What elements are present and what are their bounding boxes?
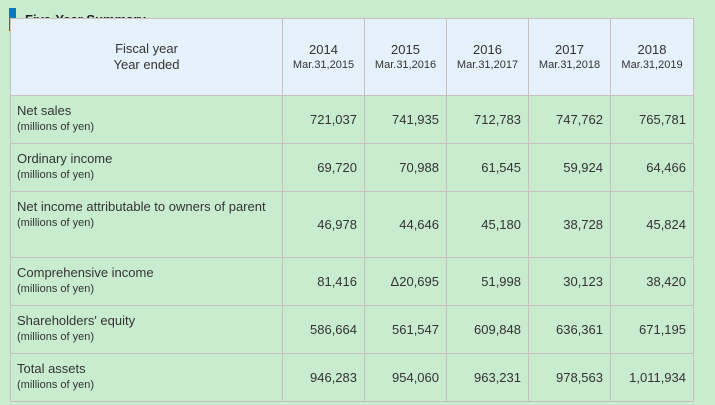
metric-name: Ordinary income (17, 151, 113, 166)
value-cell: 44,646 (364, 191, 447, 258)
metric-unit: (millions of yen) (17, 217, 95, 229)
metric-name: Total assets (17, 361, 86, 376)
column-header: 2017 Mar.31,2018 (528, 18, 611, 96)
table-row: Total assets (millions of yen) 946,283 954,… (10, 353, 694, 402)
metric-unit: (millions of yen) (17, 121, 95, 133)
value-cell: 671,195 (610, 305, 694, 354)
fiscal-year-header: Fiscal year Year ended (10, 18, 283, 96)
header-label-2: Year ended (113, 57, 180, 72)
year-end-date: Mar.31,2019 (621, 59, 683, 71)
year: 2017 (555, 42, 584, 57)
column-header: 2016 Mar.31,2017 (446, 18, 529, 96)
value-cell: 45,824 (610, 191, 694, 258)
value-cell: 61,545 (446, 143, 529, 192)
year-end-date: Mar.31,2016 (374, 59, 437, 71)
year-end-date: Mar.31,2018 (538, 59, 601, 71)
row-label: Ordinary income (millions of yen) (10, 143, 283, 192)
value-cell: 747,762 (528, 95, 611, 144)
value-cell: 946,283 (282, 353, 365, 402)
value-cell: 30,123 (528, 257, 611, 306)
year: 2014 (309, 42, 338, 57)
five-year-summary-table: Fiscal year Year ended 2014 Mar.31,2015 20… (10, 18, 694, 402)
metric-name: Shareholders' equity (17, 313, 136, 328)
value-cell: 765,781 (610, 95, 694, 144)
row-label: Comprehensive income (millions of yen) (10, 257, 283, 306)
metric-unit: (millions of yen) (17, 283, 95, 295)
metric-unit: (millions of yen) (17, 379, 95, 391)
value-cell: 741,935 (364, 95, 447, 144)
metric-unit: (millions of yen) (17, 169, 95, 181)
column-header: 2014 Mar.31,2015 (282, 18, 365, 96)
metric-unit: (millions of yen) (17, 331, 95, 343)
table-row: Net sales (millions of yen) 721,037 741,935… (10, 95, 694, 144)
table-header-row: Fiscal year Year ended 2014 Mar.31,2015 20… (10, 18, 694, 96)
value-cell: 1,011,934 (610, 353, 694, 402)
value-cell: 59,924 (528, 143, 611, 192)
row-label: Shareholders' equity (millions of yen) (10, 305, 283, 354)
table-row: Comprehensive income (millions of yen) 81,… (10, 257, 694, 306)
value-cell: 46,978 (282, 191, 365, 258)
metric-name: Net income attributable to owners of par… (17, 199, 266, 214)
year: 2018 (637, 42, 667, 57)
value-cell: 586,664 (282, 305, 365, 354)
column-header: 2018 Mar.31,2019 (610, 18, 694, 96)
year: 2015 (391, 42, 420, 57)
year-end-date: Mar.31,2015 (292, 59, 355, 71)
year: 2016 (473, 42, 502, 57)
column-header: 2015 Mar.31,2016 (364, 18, 447, 96)
metric-name: Net sales (17, 103, 72, 118)
value-cell: 69,720 (282, 143, 365, 192)
value-cell: 38,420 (610, 257, 694, 306)
value-cell: 70,988 (364, 143, 447, 192)
value-cell: 64,466 (610, 143, 694, 192)
table-row: Net income attributable to owners of par… (10, 191, 694, 258)
value-cell: 81,416 (282, 257, 365, 306)
value-cell: 978,563 (528, 353, 611, 402)
value-cell: 721,037 (282, 95, 365, 144)
table-row: Ordinary income (millions of yen) 69,720 70… (10, 143, 694, 192)
row-label: Net income attributable to owners of par… (10, 191, 283, 258)
value-cell: 954,060 (364, 353, 447, 402)
metric-name: Comprehensive income (17, 265, 154, 280)
table-row: Shareholders' equity (millions of yen) 586… (10, 305, 694, 354)
value-cell: 609,848 (446, 305, 529, 354)
value-cell: Δ20,695 (364, 257, 447, 306)
value-cell: 636,361 (528, 305, 611, 354)
value-cell: 963,231 (446, 353, 529, 402)
row-label: Total assets (millions of yen) (10, 353, 283, 402)
row-label: Net sales (millions of yen) (10, 95, 283, 144)
year-end-date: Mar.31,2017 (456, 59, 519, 71)
header-label-1: Fiscal year (115, 41, 178, 56)
value-cell: 712,783 (446, 95, 529, 144)
value-cell: 38,728 (528, 191, 611, 258)
value-cell: 51,998 (446, 257, 529, 306)
value-cell: 561,547 (364, 305, 447, 354)
value-cell: 45,180 (446, 191, 529, 258)
